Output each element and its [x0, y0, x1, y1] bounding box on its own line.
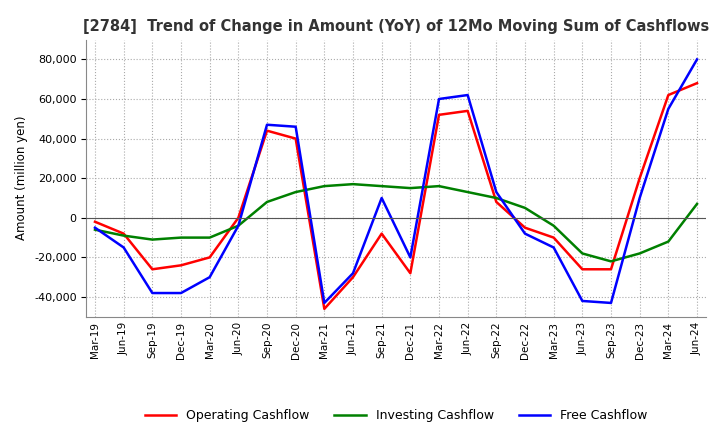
Line: Investing Cashflow: Investing Cashflow — [95, 184, 697, 261]
Free Cashflow — [435, 96, 444, 102]
Line: Free Cashflow: Free Cashflow — [95, 59, 697, 303]
Operating Cashflow — [120, 231, 128, 236]
Free Cashflow — [205, 275, 214, 280]
Investing Cashflow — [607, 259, 616, 264]
Free Cashflow — [549, 245, 558, 250]
Free Cashflow — [91, 225, 99, 231]
Title: [2784]  Trend of Change in Amount (YoY) of 12Mo Moving Sum of Cashflows: [2784] Trend of Change in Amount (YoY) o… — [83, 19, 709, 34]
Investing Cashflow — [693, 201, 701, 206]
Free Cashflow — [521, 231, 529, 236]
Free Cashflow — [406, 255, 415, 260]
Operating Cashflow — [521, 225, 529, 231]
Free Cashflow — [607, 300, 616, 305]
Operating Cashflow — [492, 199, 500, 205]
Investing Cashflow — [91, 227, 99, 232]
Investing Cashflow — [348, 181, 357, 187]
Investing Cashflow — [320, 183, 328, 189]
Free Cashflow — [348, 271, 357, 276]
Free Cashflow — [492, 189, 500, 194]
Investing Cashflow — [263, 199, 271, 205]
Operating Cashflow — [435, 112, 444, 117]
Free Cashflow — [578, 298, 587, 304]
Operating Cashflow — [234, 215, 243, 220]
Investing Cashflow — [492, 195, 500, 201]
Investing Cashflow — [292, 189, 300, 194]
Operating Cashflow — [263, 128, 271, 133]
Line: Operating Cashflow: Operating Cashflow — [95, 83, 697, 309]
Investing Cashflow — [120, 233, 128, 238]
Investing Cashflow — [148, 237, 157, 242]
Operating Cashflow — [406, 271, 415, 276]
Operating Cashflow — [348, 275, 357, 280]
Free Cashflow — [148, 290, 157, 296]
Free Cashflow — [320, 300, 328, 305]
Operating Cashflow — [292, 136, 300, 141]
Operating Cashflow — [91, 219, 99, 224]
Legend: Operating Cashflow, Investing Cashflow, Free Cashflow: Operating Cashflow, Investing Cashflow, … — [140, 404, 652, 427]
Investing Cashflow — [521, 205, 529, 210]
Operating Cashflow — [176, 263, 185, 268]
Free Cashflow — [635, 195, 644, 201]
Operating Cashflow — [148, 267, 157, 272]
Operating Cashflow — [664, 92, 672, 98]
Operating Cashflow — [635, 176, 644, 181]
Operating Cashflow — [464, 108, 472, 114]
Y-axis label: Amount (million yen): Amount (million yen) — [16, 116, 29, 240]
Investing Cashflow — [664, 239, 672, 244]
Free Cashflow — [292, 124, 300, 129]
Investing Cashflow — [234, 223, 243, 228]
Operating Cashflow — [693, 81, 701, 86]
Operating Cashflow — [320, 306, 328, 312]
Free Cashflow — [693, 57, 701, 62]
Investing Cashflow — [205, 235, 214, 240]
Free Cashflow — [234, 223, 243, 228]
Operating Cashflow — [205, 255, 214, 260]
Free Cashflow — [664, 106, 672, 111]
Investing Cashflow — [635, 251, 644, 256]
Investing Cashflow — [435, 183, 444, 189]
Free Cashflow — [377, 195, 386, 201]
Operating Cashflow — [549, 235, 558, 240]
Free Cashflow — [464, 92, 472, 98]
Investing Cashflow — [176, 235, 185, 240]
Operating Cashflow — [578, 267, 587, 272]
Operating Cashflow — [377, 231, 386, 236]
Investing Cashflow — [549, 223, 558, 228]
Investing Cashflow — [377, 183, 386, 189]
Investing Cashflow — [578, 251, 587, 256]
Investing Cashflow — [464, 189, 472, 194]
Free Cashflow — [263, 122, 271, 128]
Free Cashflow — [176, 290, 185, 296]
Investing Cashflow — [406, 185, 415, 191]
Free Cashflow — [120, 245, 128, 250]
Operating Cashflow — [607, 267, 616, 272]
